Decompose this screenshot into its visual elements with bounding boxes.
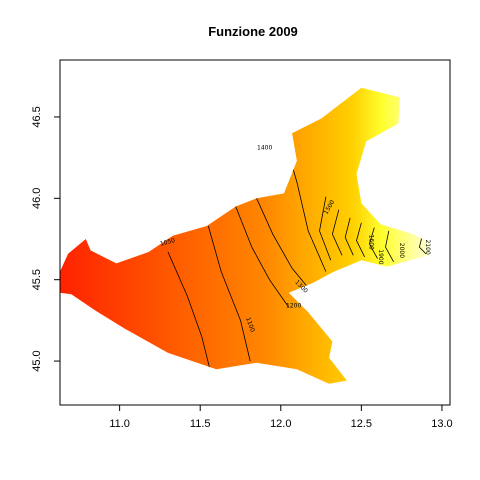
plot-frame xyxy=(59,59,451,406)
x-tick-label: 13.0 xyxy=(431,418,452,430)
contour-label: 2100 xyxy=(424,240,431,255)
contour-label: 1100 xyxy=(244,316,256,333)
contour-line-1600 xyxy=(331,209,343,256)
y-tick-label: 46.5 xyxy=(31,106,43,127)
region-heatmap xyxy=(60,87,429,384)
chart-title: Funzione 2009 xyxy=(208,24,298,39)
contour-line-1700 xyxy=(344,217,354,256)
x-tick-label: 12.0 xyxy=(270,418,291,430)
y-tick-label: 45.5 xyxy=(31,269,43,290)
contour-line-1900 xyxy=(368,227,378,259)
contour-label: 1900 xyxy=(377,249,384,264)
y-tick-label: 46.0 xyxy=(31,188,43,209)
x-axis: 11.0 11.5 12.0 12.5 13.0 xyxy=(109,405,453,430)
contour-line-1300 xyxy=(256,198,309,289)
contour-label: 1050 xyxy=(159,237,176,248)
x-tick-label: 11.0 xyxy=(109,418,130,430)
contour-label: 1600 xyxy=(367,235,374,250)
y-tick-label: 45.0 xyxy=(31,350,43,371)
contour-line-1500 xyxy=(319,196,332,261)
contour-label: 1200 xyxy=(286,302,301,309)
contour-line-1200 xyxy=(235,206,290,308)
contour-line-2000 xyxy=(385,230,394,262)
contour-label: 2000 xyxy=(398,243,405,258)
contour-line-1800 xyxy=(356,222,365,258)
contour-line-1000 xyxy=(167,251,211,370)
x-tick-label: 11.5 xyxy=(190,418,211,430)
contour-label: 1400 xyxy=(257,145,272,152)
x-tick-label: 12.5 xyxy=(351,418,372,430)
y-axis: 45.0 45.5 46.0 46.5 xyxy=(31,106,60,372)
contour-line-1100 xyxy=(207,225,251,362)
